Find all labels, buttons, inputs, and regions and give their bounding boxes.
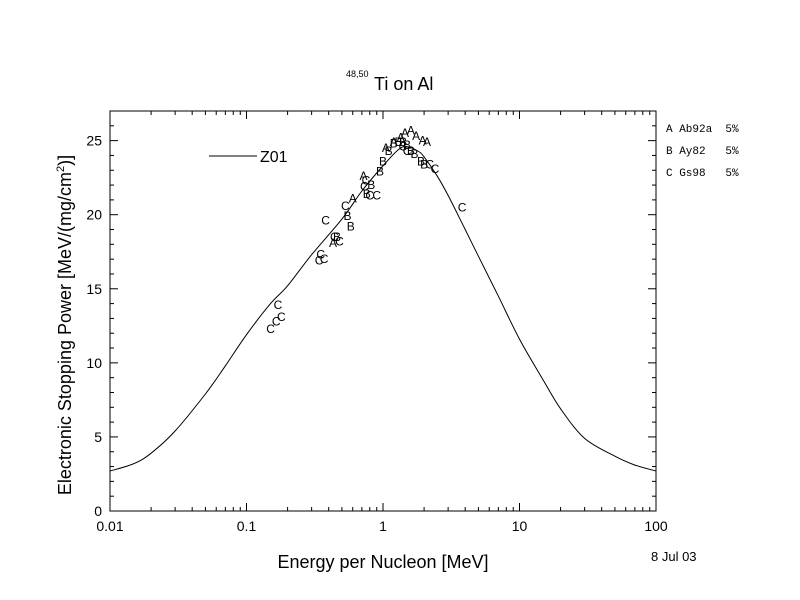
data-point-a: A bbox=[360, 169, 368, 183]
data-point-c: C bbox=[277, 310, 286, 324]
data-point-c: C bbox=[316, 248, 325, 262]
y-axis-label-superscript: 2 bbox=[55, 166, 67, 172]
data-point-b: B bbox=[385, 144, 393, 158]
data-point-b: B bbox=[347, 220, 355, 234]
data-point-c: C bbox=[362, 174, 371, 188]
legend-entry-b: B Ay82 5% bbox=[666, 146, 739, 158]
x-tick-label: 10 bbox=[512, 518, 528, 534]
data-point-b: B bbox=[420, 157, 428, 171]
data-point-c: C bbox=[321, 214, 330, 228]
data-point-c: C bbox=[320, 252, 329, 266]
data-point-c: C bbox=[315, 254, 324, 268]
data-point-c: C bbox=[360, 180, 369, 194]
data-point-a: A bbox=[419, 134, 427, 148]
data-point-c: C bbox=[341, 199, 350, 213]
ticks-layer bbox=[109, 110, 657, 512]
x-tick-label: 100 bbox=[644, 518, 668, 534]
data-point-c: C bbox=[425, 157, 434, 171]
data-point-b: B bbox=[376, 165, 384, 179]
data-point-b: B bbox=[333, 230, 341, 244]
data-point-c: C bbox=[372, 188, 381, 202]
data-point-a: A bbox=[423, 135, 431, 149]
data-point-b: B bbox=[390, 137, 398, 151]
legend-entry-c: C Gs98 5% bbox=[666, 168, 739, 180]
data-point-c: C bbox=[365, 188, 374, 202]
chart-title-superscript: 48,50 bbox=[346, 69, 369, 79]
legend-entry-a: A Ab92a 5% bbox=[666, 124, 739, 136]
data-point-c: C bbox=[458, 200, 467, 214]
y-tick-label: 20 bbox=[86, 207, 102, 223]
legend-curve-label: Z01 bbox=[260, 149, 288, 166]
data-point-b: B bbox=[399, 135, 407, 149]
data-point-c: C bbox=[266, 322, 275, 336]
y-axis-label-end: )] bbox=[55, 155, 75, 166]
data-point-c: C bbox=[330, 230, 339, 244]
data-point-a: A bbox=[329, 236, 337, 250]
data-point-a: A bbox=[397, 131, 405, 145]
data-point-c: C bbox=[403, 144, 412, 158]
data-point-a: A bbox=[390, 135, 398, 149]
data-point-a: A bbox=[349, 191, 357, 205]
data-point-a: A bbox=[401, 126, 409, 140]
data-point-b: B bbox=[344, 209, 352, 223]
x-tick-label: 0.1 bbox=[237, 518, 257, 534]
data-point-c: C bbox=[272, 314, 281, 328]
data-point-b: B bbox=[363, 187, 371, 201]
data-point-b: B bbox=[367, 178, 375, 192]
data-point-c: C bbox=[274, 298, 283, 312]
y-tick-label: 0 bbox=[94, 503, 102, 519]
data-point-c: C bbox=[431, 162, 440, 176]
y-tick-label: 15 bbox=[86, 281, 102, 297]
y-tick-label: 25 bbox=[86, 133, 102, 149]
data-point-b: B bbox=[403, 138, 411, 152]
y-axis-label: Electronic Stopping Power [MeV/(mg/cm2)] bbox=[55, 155, 75, 495]
z01-curve bbox=[109, 145, 657, 472]
data-point-b: B bbox=[417, 154, 425, 168]
data-point-b: B bbox=[410, 147, 418, 161]
data-point-c: C bbox=[335, 234, 344, 248]
data-point-a: A bbox=[407, 123, 415, 137]
data-point-b: B bbox=[379, 154, 387, 168]
data-point-a: A bbox=[382, 141, 390, 155]
data-point-b: B bbox=[407, 144, 415, 158]
y-tick-label: 5 bbox=[94, 429, 102, 445]
x-tick-label: 1 bbox=[379, 518, 387, 534]
data-point-c: C bbox=[399, 140, 408, 154]
chart-title: Ti on Al bbox=[374, 74, 433, 94]
y-axis-label-main: Electronic Stopping Power [MeV/(mg/cm bbox=[55, 172, 75, 495]
y-tick-label: 10 bbox=[86, 355, 102, 371]
date-note: 8 Jul 03 bbox=[651, 549, 697, 564]
x-axis-label: Energy per Nucleon [MeV] bbox=[277, 552, 488, 572]
data-point-b: B bbox=[395, 135, 403, 149]
tick-labels-layer: 0.01 0.1 1 10 100 0 5 10 15 20 25 bbox=[86, 133, 667, 534]
x-tick-label: 0.01 bbox=[96, 518, 123, 534]
data-point-a: A bbox=[412, 129, 420, 143]
